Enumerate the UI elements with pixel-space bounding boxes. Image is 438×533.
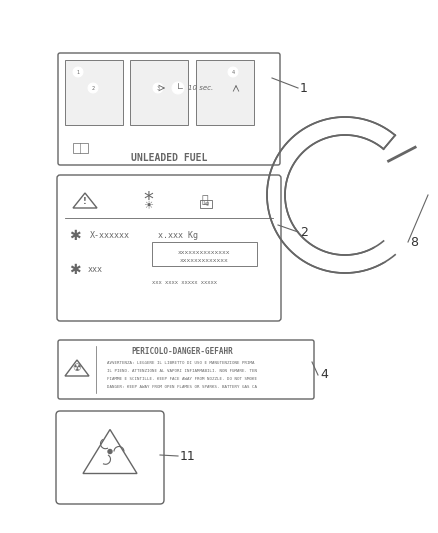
Text: xxxxxxxxxxxxxx: xxxxxxxxxxxxxx — [178, 251, 230, 255]
Text: ☢: ☢ — [73, 363, 81, 373]
FancyBboxPatch shape — [57, 175, 281, 321]
Bar — [200, 200, 212, 208]
Text: 10 sec.: 10 sec. — [188, 85, 213, 91]
Bar — [65, 60, 123, 125]
Text: 1: 1 — [300, 82, 308, 94]
Circle shape — [172, 82, 184, 94]
Text: 8: 8 — [410, 236, 418, 248]
Circle shape — [73, 67, 83, 77]
FancyBboxPatch shape — [56, 411, 164, 504]
Bar — [73, 143, 88, 153]
Text: !: ! — [83, 197, 87, 206]
Bar — [196, 60, 254, 125]
Text: ☀: ☀ — [143, 201, 153, 211]
Text: X-xxxxxx: X-xxxxxx — [90, 231, 130, 240]
Text: x.xxx Kg: x.xxx Kg — [158, 231, 198, 240]
Circle shape — [228, 67, 238, 77]
Text: kg: kg — [203, 201, 209, 206]
Text: 3: 3 — [156, 85, 159, 91]
Text: AVVERTENZA: LEGGERE IL LIBRETTO DI USO E MANUTENZIONE PRIMA: AVVERTENZA: LEGGERE IL LIBRETTO DI USO E… — [107, 361, 257, 365]
Text: 2: 2 — [92, 85, 95, 91]
Text: xxx xxxx xxxxx xxxxx: xxx xxxx xxxxx xxxxx — [152, 279, 218, 285]
Text: 4: 4 — [231, 69, 235, 75]
Circle shape — [200, 189, 210, 199]
Text: ✱: ✱ — [69, 263, 81, 277]
FancyBboxPatch shape — [58, 340, 314, 399]
Text: IL PIENO. ATTENZIONE AL VAPORI INFIAMMABILI. NON FUMARE. TEN: IL PIENO. ATTENZIONE AL VAPORI INFIAMMAB… — [107, 369, 257, 373]
Text: FIAMME E SCINTILLE. KEEP FACE AWAY FROM NOZZLE. DO NOT SMOKE: FIAMME E SCINTILLE. KEEP FACE AWAY FROM … — [107, 377, 257, 381]
Text: ⛔: ⛔ — [201, 195, 208, 205]
Text: *: * — [143, 190, 153, 209]
Circle shape — [153, 83, 163, 93]
Bar — [152, 242, 257, 266]
Text: DANGER: KEEP AWAY FROM OPEN FLAMES OR SPARKS. BATTERY GAS CA: DANGER: KEEP AWAY FROM OPEN FLAMES OR SP… — [107, 385, 257, 389]
Text: xxx: xxx — [88, 265, 103, 274]
Text: 11: 11 — [180, 449, 196, 463]
Text: PERICOLO-DANGER-GEFAHR: PERICOLO-DANGER-GEFAHR — [131, 348, 233, 357]
Bar — [130, 60, 188, 125]
Circle shape — [88, 83, 98, 93]
Text: xxxxxxxxxxxxx: xxxxxxxxxxxxx — [180, 259, 228, 263]
Text: ✱: ✱ — [69, 229, 81, 243]
Text: 1: 1 — [77, 69, 80, 75]
Text: 4: 4 — [320, 368, 328, 382]
Text: UNLEADED FUEL: UNLEADED FUEL — [131, 153, 207, 163]
FancyBboxPatch shape — [58, 53, 280, 165]
Circle shape — [375, 234, 403, 262]
Circle shape — [108, 449, 112, 454]
Text: 2: 2 — [300, 225, 308, 238]
